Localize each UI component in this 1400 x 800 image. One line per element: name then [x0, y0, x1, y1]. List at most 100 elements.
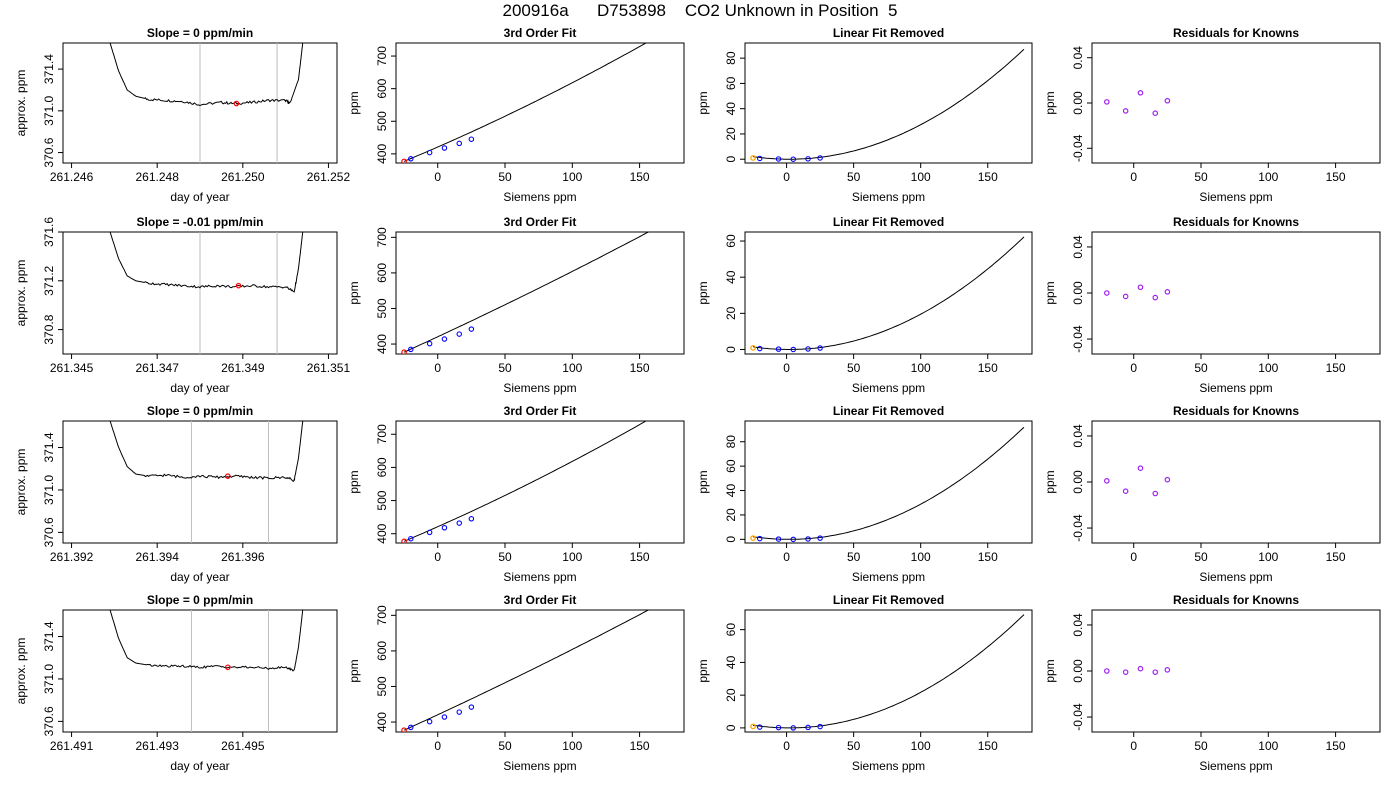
mean-marker-point [225, 664, 231, 671]
panel-r2-c1: Slope = -0.01 ppm/min 261.345 261.347 261.3… [14, 215, 350, 395]
x-tick-label: 50 [1194, 170, 1208, 184]
y-tick-label: 500 [375, 676, 389, 696]
plot-area [109, 232, 304, 354]
fit-curve-line [403, 421, 647, 542]
residual-point [1137, 665, 1144, 672]
residual-point [1104, 478, 1110, 484]
panel-r3-c1: Slope = 0 ppm/min 261.392 261.394 261.396 37… [14, 404, 338, 584]
ppm-trace-line [109, 421, 304, 482]
x-tick-label: 0 [1130, 170, 1137, 184]
x-tick-label: 150 [978, 550, 998, 564]
x-tick-label: 50 [498, 170, 512, 184]
plot-frame [744, 231, 1033, 355]
y-tick-label: 0.04 [1071, 46, 1085, 70]
y-tick-label: 370.6 [42, 706, 56, 736]
plot-frame [395, 420, 685, 544]
x-tick-label: 50 [1194, 361, 1208, 375]
y-tick-label: 40 [724, 655, 738, 669]
y-tick-label: 0 [724, 724, 738, 731]
x-tick-label: 150 [1326, 739, 1346, 753]
x-axis-label: day of year [170, 759, 229, 773]
plot-frame [62, 609, 338, 733]
x-tick-label: 50 [847, 739, 861, 753]
y-tick-label: 60 [724, 76, 738, 90]
x-tick-label: 150 [630, 739, 650, 753]
x-tick-label: 50 [847, 170, 861, 184]
known-standard-point [456, 331, 463, 337]
panel-title: Residuals for Knowns [1173, 593, 1299, 607]
known-standard-point [468, 136, 475, 142]
x-tick-label: 0 [783, 170, 790, 184]
ppm-trace-line [109, 43, 304, 107]
y-axis-label: ppm [696, 470, 710, 493]
known-standard-point [468, 516, 475, 522]
y-tick-label: 80 [724, 51, 738, 65]
y-axis-label: ppm [696, 91, 710, 114]
panel-title: Linear Fit Removed [833, 26, 944, 40]
panel-r1-c4: Residuals for Knowns 0 50 100 150 -0.04 0.00 0.… [1043, 26, 1381, 204]
y-axis-label: ppm [1043, 659, 1057, 682]
plot-area [1104, 284, 1171, 301]
y-tick-label: 40 [724, 484, 738, 498]
x-tick-label: 100 [562, 550, 582, 564]
x-tick-label: 50 [498, 739, 512, 753]
unknown-sample-point [750, 535, 756, 541]
x-tick-label: 261.250 [221, 170, 265, 184]
residual-point [1122, 488, 1129, 495]
plot-area [401, 43, 647, 163]
fit-curve-line [403, 232, 650, 353]
plot-area [401, 232, 650, 354]
known-standard-point [757, 345, 763, 352]
panel-r3-c2: 3rd Order Fit 0 50 100 150 400 500 600 700 Siemen… [347, 404, 685, 584]
known-standard-point [817, 345, 823, 351]
known-standard-point [805, 536, 811, 542]
y-tick-label: 600 [375, 263, 389, 283]
panel-title: Slope = -0.01 ppm/min [136, 215, 263, 229]
x-tick-label: 0 [434, 739, 441, 753]
x-tick-label: 150 [630, 361, 650, 375]
known-standard-point [426, 718, 433, 725]
known-standard-point [408, 535, 414, 542]
known-standard-point [817, 535, 823, 541]
x-axis-label: day of year [170, 381, 229, 395]
y-tick-label: 40 [724, 270, 738, 284]
x-tick-label: 150 [1326, 170, 1346, 184]
residual-point [1122, 108, 1129, 114]
panel-title: Residuals for Knowns [1173, 26, 1299, 40]
x-tick-label: 150 [978, 361, 998, 375]
residual-curve-line [752, 236, 1025, 350]
known-standard-point [456, 520, 463, 526]
x-axis-label: Siemens ppm [1199, 190, 1272, 204]
mean-marker-point [235, 282, 242, 289]
panel-title: Slope = 0 ppm/min [147, 404, 253, 418]
x-tick-label: 261.345 [50, 361, 94, 375]
residual-point [1164, 289, 1171, 295]
x-axis-label: Siemens ppm [503, 381, 576, 395]
y-tick-label: 700 [375, 227, 389, 247]
known-standard-point [817, 723, 823, 730]
y-axis-label: approx. ppm [14, 260, 28, 327]
x-axis-label: Siemens ppm [852, 570, 925, 584]
y-tick-label: 700 [375, 46, 389, 66]
known-standard-point [790, 156, 797, 162]
plot-frame [1091, 609, 1381, 733]
x-tick-label: 0 [1130, 361, 1137, 375]
x-tick-label: 100 [1258, 170, 1278, 184]
fit-curve-line [403, 610, 650, 731]
known-standard-point [790, 725, 797, 731]
x-tick-label: 50 [498, 550, 512, 564]
y-tick-label: 20 [724, 508, 738, 522]
x-tick-label: 100 [1258, 739, 1278, 753]
x-tick-label: 150 [978, 739, 998, 753]
known-standard-point [426, 149, 433, 156]
x-tick-label: 150 [630, 550, 650, 564]
y-tick-label: 600 [375, 641, 389, 661]
x-tick-label: 0 [783, 550, 790, 564]
unknown-sample-point [750, 723, 756, 730]
residual-curve-line [752, 48, 1025, 160]
y-tick-label: 0 [724, 156, 738, 163]
known-standard-point [775, 536, 782, 542]
plot-frame [395, 231, 685, 355]
mean-marker-point [233, 100, 240, 107]
x-tick-label: 261.349 [221, 361, 265, 375]
